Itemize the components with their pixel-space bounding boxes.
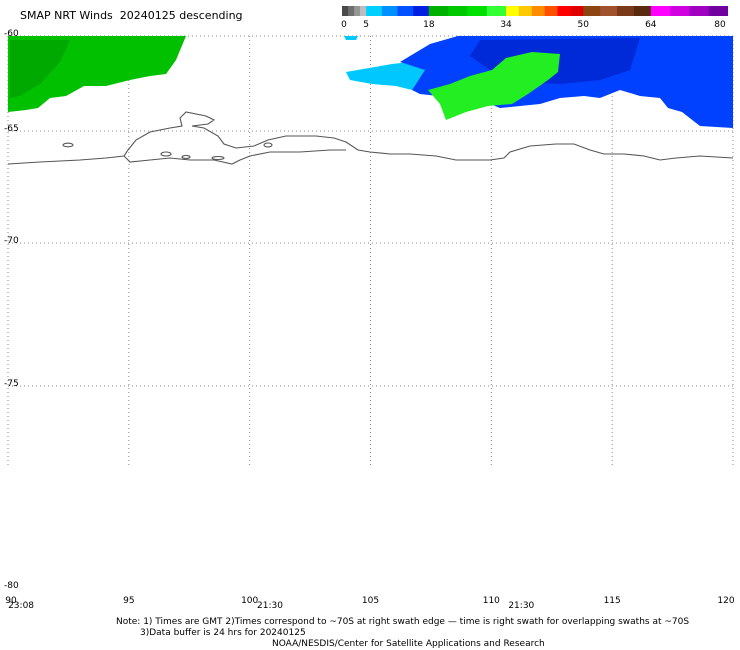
colorbar-tick-label: 0 xyxy=(341,20,347,30)
colorbar-tick-label: 64 xyxy=(645,20,657,30)
longitude-label: 110 xyxy=(482,596,500,606)
colorbar-swatch xyxy=(448,6,468,16)
colorbar-swatch xyxy=(708,6,728,16)
colorbar-swatch xyxy=(689,6,710,16)
colorbar-swatch xyxy=(531,6,546,16)
colorbar-swatch xyxy=(633,6,652,16)
colorbar-swatch xyxy=(544,6,559,16)
colorbar-swatch xyxy=(366,6,383,16)
colorbar-swatch xyxy=(583,6,601,16)
latitude-label: -65 xyxy=(4,124,19,134)
latitude-label: -75 xyxy=(4,379,19,389)
wind-swath-left-green-dark xyxy=(10,40,70,98)
colorbar-swatch xyxy=(600,6,618,16)
colorbar-swatch xyxy=(360,6,367,16)
map-title: SMAP NRT Winds 20240125 descending xyxy=(20,9,243,22)
latitude-label: -80 xyxy=(4,581,19,591)
wind-speed-colorbar xyxy=(342,6,728,16)
colorbar-swatch xyxy=(518,6,533,16)
colorbar-tick-label: 80 xyxy=(714,20,726,30)
footnote-line-2: 3)Data buffer is 24 hrs for 20240125 xyxy=(140,628,306,638)
antarctic-coastline xyxy=(7,111,734,165)
latitude-label: -70 xyxy=(4,236,19,246)
longitude-label: 95 xyxy=(123,596,135,606)
colorbar-swatch xyxy=(650,6,671,16)
colorbar-swatch xyxy=(670,6,690,16)
colorbar-swatch xyxy=(348,6,355,16)
colorbar-swatch xyxy=(413,6,430,16)
colorbar-tick-label: 34 xyxy=(500,20,512,30)
colorbar-swatch xyxy=(342,6,349,16)
wind-swath-cyan xyxy=(346,62,425,90)
colorbar-swatch xyxy=(381,6,398,16)
swath-time-label: 23:08 xyxy=(8,601,35,611)
colorbar-swatch xyxy=(486,6,507,16)
colorbar-tick-label: 5 xyxy=(363,20,369,30)
credit-line: NOAA/NESDIS/Center for Satellite Applica… xyxy=(272,639,545,649)
footnote: Note: 1) Times are GMT 2)Times correspon… xyxy=(116,617,689,639)
swath-time-label: 21:30 xyxy=(257,601,283,611)
colorbar-tick-label: 18 xyxy=(423,20,435,30)
longitude-label: 100 xyxy=(241,596,259,606)
colorbar-swatch xyxy=(467,6,488,16)
wind-swaths xyxy=(8,36,733,128)
colorbar-swatch xyxy=(617,6,635,16)
colorbar-swatch xyxy=(428,6,449,16)
colorbar-swatch xyxy=(506,6,520,16)
wind-swath-cyan-small xyxy=(344,36,358,40)
colorbar-swatch xyxy=(557,6,571,16)
longitude-label: 90 xyxy=(5,596,17,606)
longitude-label: 120 xyxy=(717,596,735,606)
longitude-label: 105 xyxy=(361,596,380,606)
colorbar-swatch xyxy=(397,6,414,16)
colorbar-tick-label: 50 xyxy=(577,20,589,30)
latitude-label: -60 xyxy=(4,29,19,39)
longitude-label: 115 xyxy=(603,596,621,606)
colorbar-swatch xyxy=(570,6,584,16)
footnote-line-1: Note: 1) Times are GMT 2)Times correspon… xyxy=(116,617,690,627)
swath-time-label: 21:30 xyxy=(508,601,535,611)
graticule xyxy=(7,35,734,466)
wind-swath-center-green xyxy=(428,52,560,120)
colorbar-swatch xyxy=(354,6,361,16)
